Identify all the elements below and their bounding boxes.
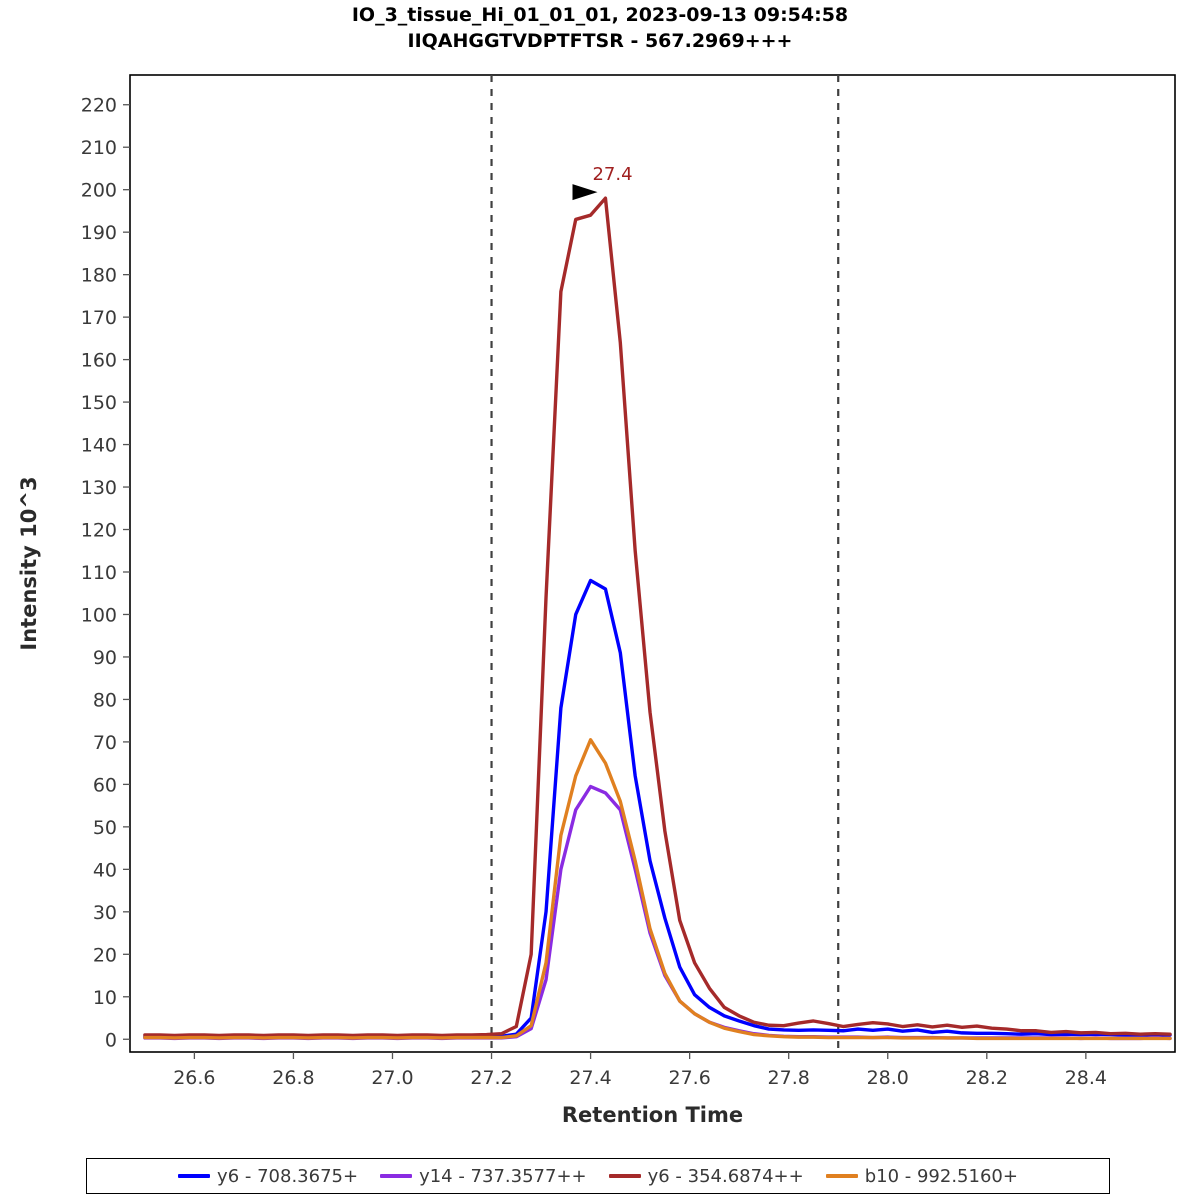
y-axis-tick-label: 110 <box>81 562 117 584</box>
legend-item[interactable]: y6 - 708.3675+ <box>167 1166 369 1187</box>
plot-frame <box>129 74 1176 1053</box>
legend-label: y6 - 354.6874++ <box>647 1165 804 1187</box>
x-axis-tick-label: 27.4 <box>569 1067 611 1089</box>
legend-color-swatch <box>608 1174 641 1178</box>
y-axis-tick-label: 130 <box>81 477 117 499</box>
legend-color-swatch <box>178 1174 211 1178</box>
chart-title: IO_3_tissue_Hi_01_01_01, 2023-09-13 09:5… <box>0 2 1200 54</box>
y-axis-tick-label: 150 <box>81 392 117 414</box>
transition-trace <box>143 196 1172 1038</box>
legend-label: b10 - 992.5160+ <box>864 1165 1018 1187</box>
y-axis-tick-label: 80 <box>93 689 117 711</box>
x-axis-title: Retention Time <box>562 1103 743 1127</box>
peak-apex-label: 27.4 <box>592 164 632 185</box>
legend-label: y6 - 708.3675+ <box>217 1165 359 1187</box>
legend-item[interactable]: y14 - 737.3577++ <box>369 1166 598 1187</box>
x-axis-tick-label: 28.0 <box>867 1067 909 1089</box>
x-axis-tick-label: 28.4 <box>1065 1067 1107 1089</box>
legend-label: y14 - 737.3577++ <box>419 1165 587 1187</box>
y-axis-title: Intensity 10^3 <box>17 476 41 650</box>
y-axis-tick-label: 20 <box>93 944 117 966</box>
peak-apex-marker-icon <box>572 184 598 201</box>
y-axis-tick-label: 210 <box>81 137 117 159</box>
chart-title-line-2: IIQAHGGTVDPTFTSR - 567.2969+++ <box>407 30 793 52</box>
chart-legend: y6 - 708.3675+ y14 - 737.3577++ y6 - 354.6… <box>86 1158 1110 1194</box>
x-axis-tick-label: 27.6 <box>668 1067 710 1089</box>
y-axis-tick-label: 50 <box>93 817 117 839</box>
y-axis-tick-label: 100 <box>81 604 117 626</box>
legend-color-swatch <box>380 1174 413 1178</box>
legend-item[interactable]: b10 - 992.5160+ <box>815 1166 1029 1187</box>
y-axis-tick-label: 170 <box>81 307 117 329</box>
y-axis-tick-label: 10 <box>93 987 117 1009</box>
y-axis-tick-label: 70 <box>93 732 117 754</box>
y-axis-tick-label: 220 <box>81 95 117 117</box>
x-axis-tick-label: 26.8 <box>272 1067 314 1089</box>
y-axis-tick-label: 40 <box>93 859 117 881</box>
legend-item[interactable]: y6 - 354.6874++ <box>598 1166 815 1187</box>
legend-color-swatch <box>825 1174 858 1178</box>
x-axis-tick-label: 26.6 <box>173 1067 215 1089</box>
chart-title-line-1: IO_3_tissue_Hi_01_01_01, 2023-09-13 09:5… <box>351 4 849 26</box>
x-axis-tick-label: 27.8 <box>768 1067 810 1089</box>
x-axis-tick-label: 27.2 <box>470 1067 512 1089</box>
y-axis-tick-label: 160 <box>81 350 117 372</box>
y-axis-tick-label: 120 <box>81 520 117 542</box>
y-axis-tick-label: 180 <box>81 265 117 287</box>
y-axis-tick-label: 60 <box>93 774 117 796</box>
y-axis-tick-label: 90 <box>93 647 117 669</box>
y-axis-tick-label: 200 <box>81 180 117 202</box>
y-axis-tick-label: 30 <box>93 902 117 924</box>
x-axis-tick-label: 28.2 <box>966 1067 1008 1089</box>
transition-trace <box>143 738 1172 1041</box>
y-axis-tick-label: 190 <box>81 222 117 244</box>
y-axis-tick-label: 0 <box>105 1029 117 1051</box>
y-axis-tick-label: 140 <box>81 435 117 457</box>
x-axis-tick-label: 27.0 <box>371 1067 413 1089</box>
